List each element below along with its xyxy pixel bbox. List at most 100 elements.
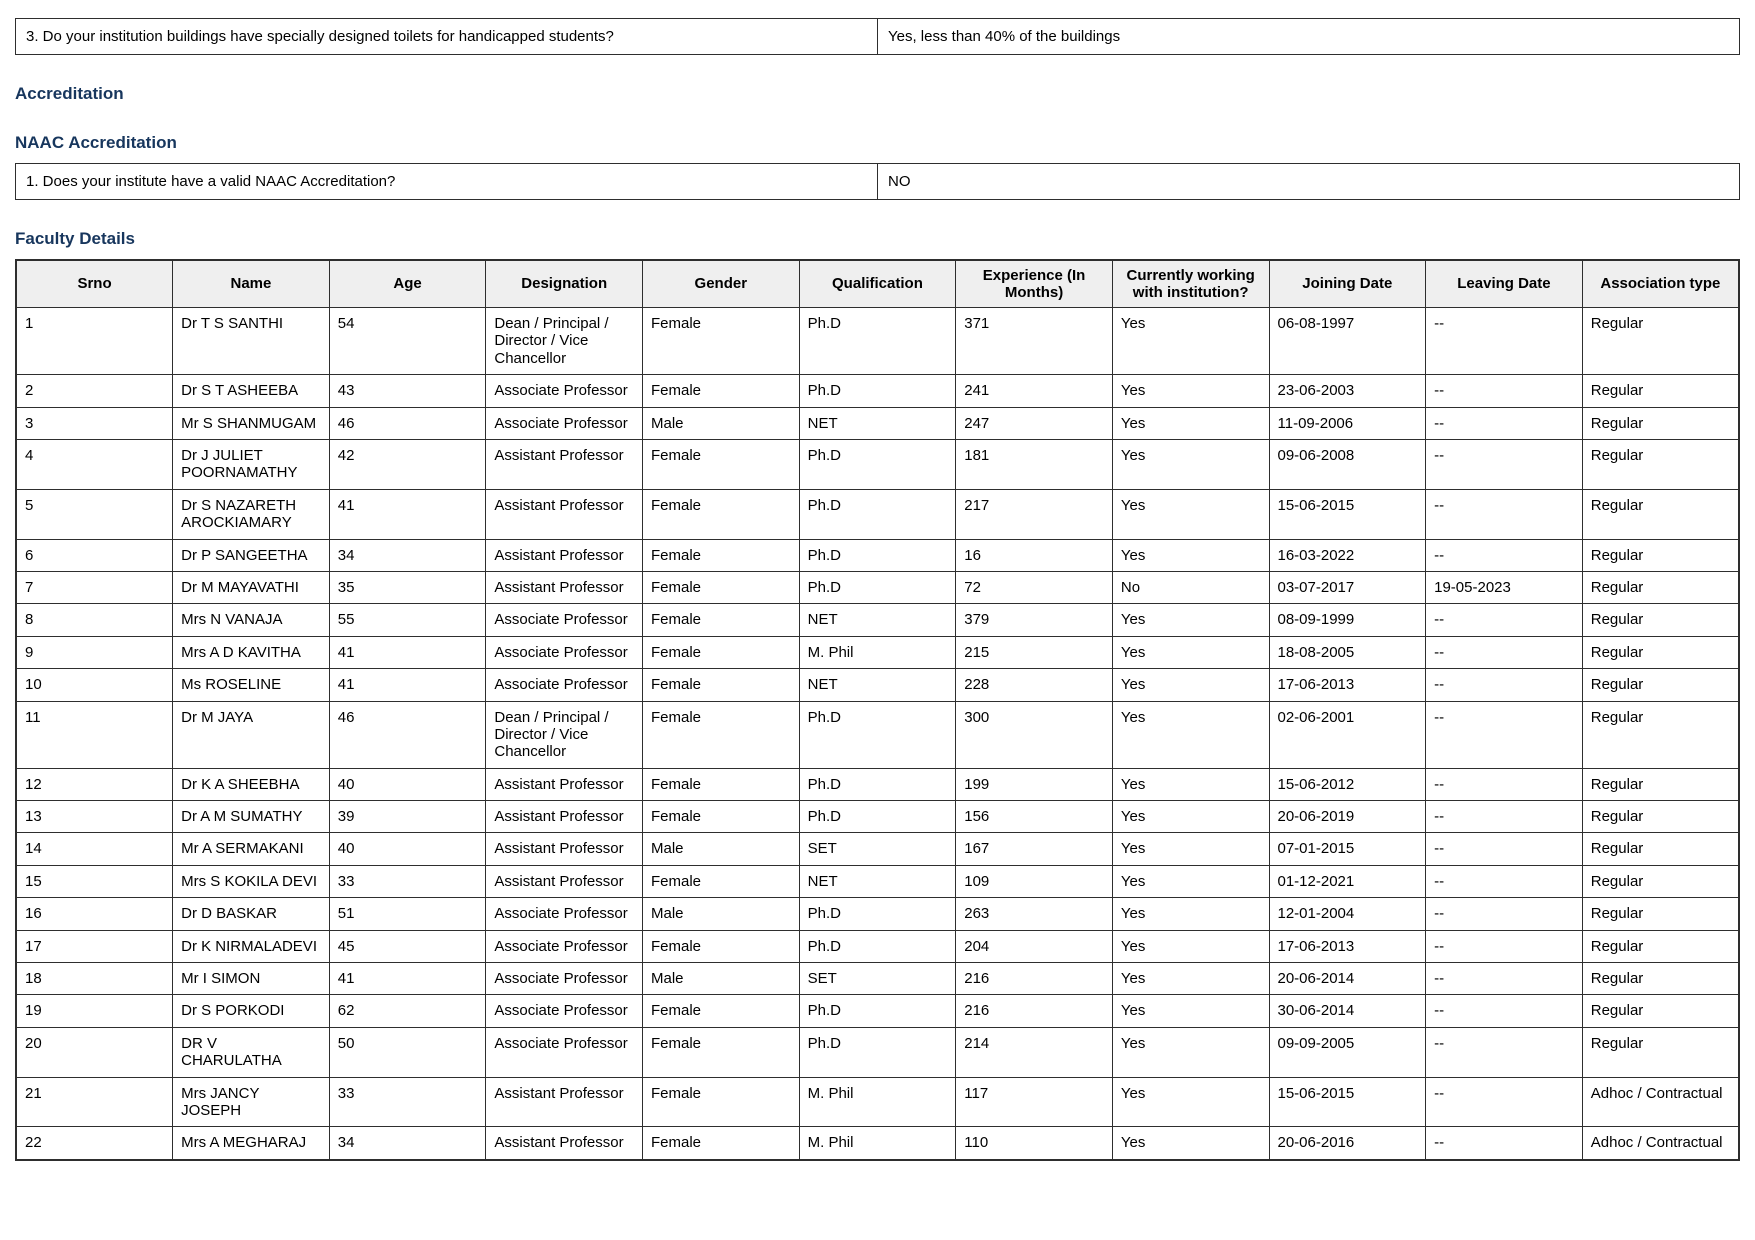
faculty-cell: Regular bbox=[1581, 488, 1740, 540]
faculty-cell: Associate Professor bbox=[485, 374, 643, 408]
faculty-cell: Assistant Professor bbox=[485, 538, 643, 572]
faculty-cell: -- bbox=[1425, 406, 1583, 441]
faculty-cell: Assistant Professor bbox=[485, 864, 643, 899]
faculty-cell: 41 bbox=[328, 962, 487, 996]
question-row: 1. Does your institute have a valid NAAC… bbox=[15, 162, 1740, 200]
faculty-row: 13 Dr A M SUMATHY 39 Assistant Professor Fem… bbox=[15, 800, 1740, 834]
faculty-cell: Regular bbox=[1581, 668, 1740, 702]
faculty-cell: Associate Professor bbox=[485, 929, 643, 964]
faculty-table-body: 1 Dr T S SANTHI 54 Dean / Principal / Direc… bbox=[15, 307, 1740, 1161]
faculty-cell: 14 bbox=[15, 832, 174, 866]
faculty-cell: Mr A SERMAKANI bbox=[172, 832, 330, 866]
faculty-cell: Regular bbox=[1581, 994, 1740, 1028]
column-header-joining-date: Joining Date bbox=[1268, 259, 1427, 309]
faculty-cell: Dr S T ASHEEBA bbox=[172, 374, 330, 408]
naac-accreditation-heading: NAAC Accreditation bbox=[15, 132, 177, 152]
faculty-cell: M. Phil bbox=[798, 1126, 957, 1161]
faculty-cell: Female bbox=[642, 374, 800, 408]
naac-question-table: 1. Does your institute have a valid NAAC… bbox=[15, 162, 1740, 200]
faculty-cell: Mrs JANCY JOSEPH bbox=[172, 1076, 330, 1128]
column-header-experience: Experience (In Months) bbox=[955, 259, 1113, 309]
faculty-cell: 11 bbox=[15, 700, 174, 769]
faculty-cell: 20-06-2014 bbox=[1268, 962, 1427, 996]
faculty-cell: Yes bbox=[1111, 897, 1270, 931]
question-label: 1. Does your institute have a valid NAAC… bbox=[15, 162, 878, 200]
faculty-cell: Regular bbox=[1581, 1026, 1740, 1078]
faculty-cell: 40 bbox=[328, 832, 487, 866]
faculty-cell: Assistant Professor bbox=[485, 767, 643, 802]
faculty-cell: Ms ROSELINE bbox=[172, 668, 330, 702]
faculty-cell: Regular bbox=[1581, 406, 1740, 441]
question-answer: Yes, less than 40% of the buildings bbox=[877, 17, 1740, 56]
column-header-name: Name bbox=[172, 259, 330, 309]
faculty-cell: 43 bbox=[328, 374, 487, 408]
faculty-cell: 22 bbox=[15, 1126, 174, 1161]
faculty-cell: 199 bbox=[955, 767, 1113, 802]
faculty-cell: 300 bbox=[955, 700, 1113, 769]
faculty-cell: 12 bbox=[15, 767, 174, 802]
faculty-cell: 41 bbox=[328, 668, 487, 702]
faculty-cell: 371 bbox=[955, 307, 1113, 376]
faculty-cell: Dr S NAZARETH AROCKIAMARY bbox=[172, 488, 330, 540]
faculty-row: 8 Mrs N VANAJA 55 Associate Professor Female… bbox=[15, 603, 1740, 637]
faculty-cell: 241 bbox=[955, 374, 1113, 408]
faculty-cell: Assistant Professor bbox=[485, 570, 643, 605]
faculty-cell: 62 bbox=[328, 994, 487, 1028]
faculty-cell: Mrs A MEGHARAJ bbox=[172, 1126, 330, 1161]
faculty-cell: Assistant Professor bbox=[485, 1076, 643, 1128]
faculty-cell: Female bbox=[642, 439, 800, 490]
faculty-cell: Female bbox=[642, 570, 800, 605]
faculty-cell: 109 bbox=[955, 864, 1113, 899]
faculty-row: 5 Dr S NAZARETH AROCKIAMARY 41 Assistant Pr… bbox=[15, 488, 1740, 540]
faculty-cell: -- bbox=[1425, 1076, 1583, 1128]
faculty-row: 14 Mr A SERMAKANI 40 Assistant Professor Mal… bbox=[15, 832, 1740, 866]
faculty-cell: Yes bbox=[1111, 1076, 1270, 1128]
faculty-cell: Yes bbox=[1111, 1026, 1270, 1078]
faculty-cell: 228 bbox=[955, 668, 1113, 702]
faculty-row: 18 Mr I SIMON 41 Associate Professor Male SET… bbox=[15, 962, 1740, 996]
column-header-association-type: Association type bbox=[1581, 259, 1740, 309]
faculty-cell: 17-06-2013 bbox=[1268, 929, 1427, 964]
faculty-cell: 204 bbox=[955, 929, 1113, 964]
faculty-cell: Associate Professor bbox=[485, 668, 643, 702]
faculty-cell: Regular bbox=[1581, 538, 1740, 572]
faculty-cell: 1 bbox=[15, 307, 174, 376]
faculty-cell: -- bbox=[1425, 668, 1583, 702]
faculty-cell: 15-06-2015 bbox=[1268, 1076, 1427, 1128]
faculty-cell: Male bbox=[642, 832, 800, 866]
faculty-cell: Female bbox=[642, 668, 800, 702]
faculty-cell: 07-01-2015 bbox=[1268, 832, 1427, 866]
faculty-cell: 21 bbox=[15, 1076, 174, 1128]
faculty-cell: Regular bbox=[1581, 570, 1740, 605]
faculty-row: 1 Dr T S SANTHI 54 Dean / Principal / Direc… bbox=[15, 307, 1740, 376]
faculty-cell: Ph.D bbox=[798, 1026, 957, 1078]
faculty-cell: Dr K A SHEEBHA bbox=[172, 767, 330, 802]
faculty-cell: Adhoc / Contractual bbox=[1581, 1126, 1740, 1161]
faculty-cell: Dr S PORKODI bbox=[172, 994, 330, 1028]
column-header-leaving-date: Leaving Date bbox=[1425, 259, 1583, 309]
faculty-cell: Assistant Professor bbox=[485, 800, 643, 834]
faculty-cell: Yes bbox=[1111, 439, 1270, 490]
faculty-cell: 18-08-2005 bbox=[1268, 635, 1427, 670]
faculty-cell: 34 bbox=[328, 538, 487, 572]
faculty-cell: 42 bbox=[328, 439, 487, 490]
faculty-cell: 156 bbox=[955, 800, 1113, 834]
faculty-cell: Ph.D bbox=[798, 994, 957, 1028]
faculty-cell: 8 bbox=[15, 603, 174, 637]
faculty-cell: 15-06-2015 bbox=[1268, 488, 1427, 540]
faculty-cell: Male bbox=[642, 897, 800, 931]
faculty-cell: Female bbox=[642, 994, 800, 1028]
faculty-cell: 216 bbox=[955, 962, 1113, 996]
faculty-cell: Regular bbox=[1581, 832, 1740, 866]
faculty-cell: -- bbox=[1425, 767, 1583, 802]
faculty-cell: -- bbox=[1425, 635, 1583, 670]
faculty-cell: 117 bbox=[955, 1076, 1113, 1128]
faculty-row: 9 Mrs A D KAVITHA 41 Associate Professor Fem… bbox=[15, 635, 1740, 670]
faculty-cell: 12-01-2004 bbox=[1268, 897, 1427, 931]
accreditation-heading: Accreditation bbox=[15, 84, 124, 104]
faculty-cell: -- bbox=[1425, 962, 1583, 996]
faculty-cell: Yes bbox=[1111, 929, 1270, 964]
faculty-cell: 16-03-2022 bbox=[1268, 538, 1427, 572]
faculty-cell: 08-09-1999 bbox=[1268, 603, 1427, 637]
faculty-cell: -- bbox=[1425, 897, 1583, 931]
